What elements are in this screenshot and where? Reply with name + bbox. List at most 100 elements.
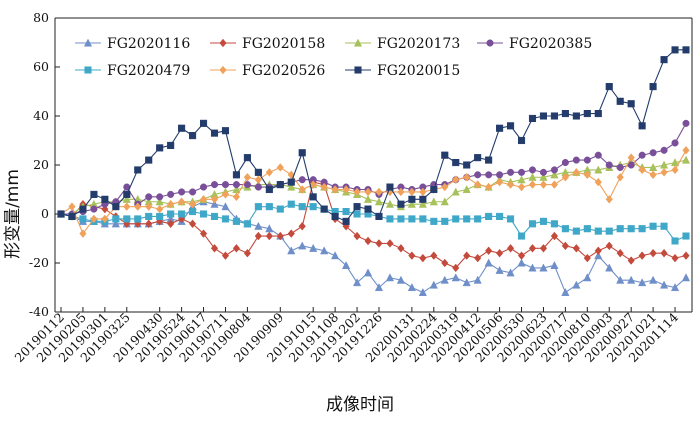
data-point xyxy=(561,225,569,233)
data-point xyxy=(506,268,515,277)
data-point xyxy=(210,181,219,189)
data-point xyxy=(309,180,317,189)
data-point xyxy=(627,153,635,162)
data-point xyxy=(474,154,482,162)
data-point xyxy=(309,193,317,201)
data-point xyxy=(539,217,548,225)
data-point xyxy=(298,241,307,250)
data-point xyxy=(210,244,219,253)
data-point xyxy=(517,258,526,267)
data-point xyxy=(320,246,329,255)
data-point xyxy=(145,202,153,211)
data-point xyxy=(90,190,98,198)
data-point xyxy=(594,251,603,260)
data-point xyxy=(112,215,120,223)
data-point xyxy=(660,248,668,258)
data-point xyxy=(145,156,153,164)
data-point xyxy=(134,166,142,174)
series-FG2020526 xyxy=(57,146,690,238)
data-point xyxy=(123,190,131,198)
legend: FG2020116 FG2020158 FG2020173 FG2020385 FG20… xyxy=(75,36,592,79)
data-point xyxy=(474,253,482,263)
series-line xyxy=(61,159,687,215)
data-point xyxy=(68,212,76,220)
data-point xyxy=(452,263,460,273)
data-point xyxy=(374,283,384,292)
data-point xyxy=(57,210,65,218)
data-point xyxy=(156,144,164,152)
data-point xyxy=(485,212,493,220)
data-point xyxy=(616,97,624,105)
data-point xyxy=(594,151,602,159)
data-point xyxy=(616,275,625,284)
data-point xyxy=(353,231,361,241)
x-axis-title: 成像时间 xyxy=(326,395,394,415)
data-point xyxy=(660,146,668,154)
data-point xyxy=(682,251,690,260)
data-point xyxy=(123,219,131,229)
data-point xyxy=(287,200,295,208)
data-point xyxy=(156,204,164,214)
data-point xyxy=(167,210,175,218)
data-point xyxy=(517,232,526,240)
data-point xyxy=(485,156,493,164)
data-point xyxy=(682,46,690,54)
data-point xyxy=(583,273,592,282)
data-point xyxy=(572,112,580,120)
data-point xyxy=(178,210,186,218)
data-point xyxy=(178,124,186,132)
data-point xyxy=(495,265,504,274)
data-point xyxy=(660,56,668,64)
data-point xyxy=(682,146,690,155)
data-point xyxy=(659,280,669,289)
series-FG2020385 xyxy=(57,119,690,218)
data-point xyxy=(429,280,438,289)
data-point xyxy=(463,251,471,260)
data-point xyxy=(385,273,395,282)
series-layer xyxy=(56,46,691,296)
data-point xyxy=(682,119,690,127)
data-point xyxy=(550,170,559,179)
data-point xyxy=(221,251,230,260)
data-point xyxy=(485,246,493,256)
data-point xyxy=(583,253,591,263)
data-point xyxy=(550,220,558,228)
data-point xyxy=(572,227,580,235)
data-point xyxy=(463,172,471,182)
data-point xyxy=(638,278,647,287)
data-point xyxy=(451,187,460,196)
data-point xyxy=(474,171,482,179)
data-point xyxy=(243,220,251,228)
data-point xyxy=(430,185,438,194)
data-point xyxy=(583,225,591,233)
data-point xyxy=(375,212,383,220)
data-point xyxy=(594,246,602,256)
data-point xyxy=(550,112,558,120)
data-point xyxy=(320,205,328,213)
data-point xyxy=(112,203,120,211)
data-point xyxy=(145,212,153,220)
data-point xyxy=(605,227,613,235)
data-point xyxy=(287,182,296,191)
data-point xyxy=(397,215,405,223)
data-point xyxy=(484,258,493,267)
data-point xyxy=(462,278,471,287)
data-point xyxy=(341,261,351,269)
data-point xyxy=(364,205,372,213)
data-point xyxy=(188,199,197,209)
data-point xyxy=(199,229,208,238)
data-point xyxy=(671,46,679,54)
data-point xyxy=(550,231,559,241)
data-point xyxy=(386,183,394,191)
data-point xyxy=(320,182,328,192)
data-point xyxy=(265,168,273,177)
data-point xyxy=(189,188,197,196)
data-point xyxy=(342,217,350,225)
data-point xyxy=(507,215,515,223)
data-point xyxy=(221,202,230,211)
data-point xyxy=(79,215,87,223)
legend-marker xyxy=(353,38,363,47)
data-point xyxy=(342,208,350,216)
legend-label: FG2020116 xyxy=(107,36,190,52)
data-point xyxy=(561,172,570,182)
